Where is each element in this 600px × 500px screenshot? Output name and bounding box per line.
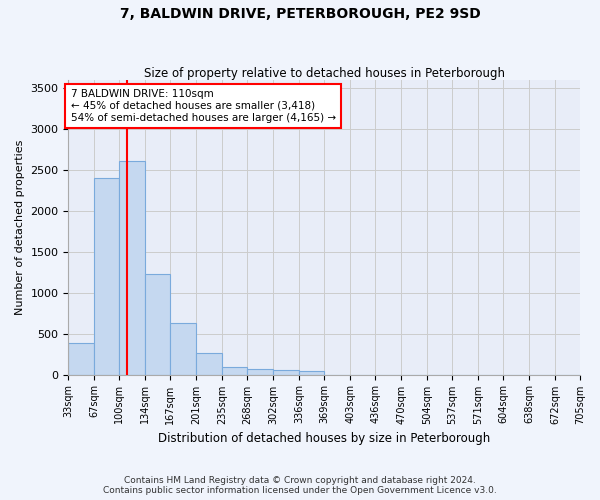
Text: 7, BALDWIN DRIVE, PETERBOROUGH, PE2 9SD: 7, BALDWIN DRIVE, PETERBOROUGH, PE2 9SD [119, 8, 481, 22]
Bar [94, 178, 119, 374]
Bar [222, 367, 247, 374]
Y-axis label: Number of detached properties: Number of detached properties [15, 140, 25, 314]
Bar [273, 370, 299, 374]
Bar [247, 369, 273, 374]
Text: 7 BALDWIN DRIVE: 110sqm
← 45% of detached houses are smaller (3,418)
54% of semi: 7 BALDWIN DRIVE: 110sqm ← 45% of detache… [71, 90, 336, 122]
Bar [68, 342, 94, 374]
Bar [196, 354, 222, 374]
Bar [170, 323, 196, 374]
X-axis label: Distribution of detached houses by size in Peterborough: Distribution of detached houses by size … [158, 432, 490, 445]
Bar [145, 274, 170, 374]
Text: Contains HM Land Registry data © Crown copyright and database right 2024.
Contai: Contains HM Land Registry data © Crown c… [103, 476, 497, 495]
Title: Size of property relative to detached houses in Peterborough: Size of property relative to detached ho… [144, 66, 505, 80]
Bar [299, 371, 324, 374]
Bar [119, 162, 145, 374]
